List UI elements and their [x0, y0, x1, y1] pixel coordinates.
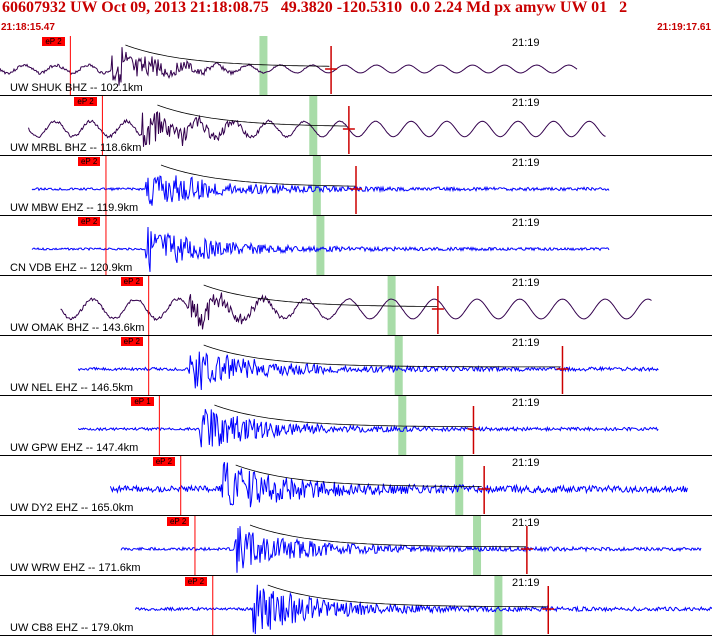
seismic-waveform [109, 462, 688, 508]
event-title: 60607932 UW Oct 09, 2013 21:18:08.75 49.… [2, 0, 628, 16]
station-channel-label: UW MBW EHZ -- 119.9km [10, 202, 139, 214]
minute-time-label: 21:19 [512, 397, 540, 409]
pick-flag[interactable]: eP 2 [77, 217, 101, 226]
coda-decay-curve [235, 464, 482, 487]
trace-plot [0, 336, 712, 396]
minute-time-label: 21:19 [512, 517, 540, 529]
pick-flag[interactable]: eP 2 [166, 517, 190, 526]
coda-decay-curve [203, 284, 438, 307]
trace-row[interactable]: eP 2 21:19 UW CB8 EHZ -- 179.0km [0, 576, 712, 636]
window-start-time: 21:18:15.47 [1, 22, 55, 33]
seismic-waveform [77, 351, 659, 391]
minute-time-label: 21:19 [512, 277, 540, 289]
seismic-waveform [0, 47, 578, 86]
seismic-waveform [77, 408, 659, 448]
seismic-waveform [31, 226, 610, 272]
pick-flag[interactable]: eP 2 [184, 577, 208, 586]
station-channel-label: UW CB8 EHZ -- 179.0km [10, 622, 134, 634]
seismic-waveform [60, 292, 652, 330]
coda-window-band [259, 36, 268, 96]
trace-row[interactable]: eP 2 21:19 UW DY2 EHZ -- 165.0km [0, 456, 712, 516]
coda-decay-curve [214, 404, 473, 428]
coda-window-band [494, 576, 503, 636]
station-channel-label: UW WRW EHZ -- 171.6km [10, 562, 141, 574]
minute-time-label: 21:19 [512, 217, 540, 229]
minute-time-label: 21:19 [512, 577, 540, 589]
trace-plot [0, 36, 712, 96]
trace-plot [0, 276, 712, 336]
trace-row[interactable]: eP 2 21:19 UW NEL EHZ -- 146.5km [0, 336, 712, 396]
seismic-waveform [28, 111, 606, 147]
trace-plot [0, 576, 712, 636]
pick-flag[interactable]: eP 2 [120, 337, 143, 346]
pick-flag[interactable]: eP 1 [131, 397, 154, 406]
station-channel-label: UW SHUK BHZ -- 102.1km [10, 82, 143, 94]
trace-row[interactable]: eP 2 21:19 UW WRW EHZ -- 171.6km [0, 516, 712, 576]
minute-time-label: 21:19 [512, 457, 540, 469]
trace-row[interactable]: eP 2 21:19 UW SHUK BHZ -- 102.1km [0, 36, 712, 96]
coda-decay-curve [267, 584, 547, 608]
trace-panel[interactable]: eP 2 21:19 UW SHUK BHZ -- 102.1km eP 2 21:19… [0, 36, 712, 638]
trace-row[interactable]: eP 1 21:19 UW GPW EHZ -- 147.4km [0, 396, 712, 456]
station-channel-label: UW MRBL BHZ -- 118.6km [10, 142, 142, 154]
station-channel-label: UW NEL EHZ -- 146.5km [10, 382, 134, 394]
trace-plot [0, 156, 712, 216]
record-header: 60607932 UW Oct 09, 2013 21:18:08.75 49.… [0, 0, 712, 36]
trace-plot [0, 396, 712, 456]
minute-time-label: 21:19 [512, 37, 540, 49]
minute-time-label: 21:19 [512, 337, 540, 349]
pick-flag[interactable]: eP 2 [77, 157, 101, 166]
trace-plot [0, 456, 712, 516]
coda-decay-curve [125, 44, 330, 67]
coda-decay-curve [160, 164, 356, 187]
trace-plot [0, 216, 712, 276]
trace-row[interactable]: eP 2 21:19 UW MBW EHZ -- 119.9km [0, 156, 712, 216]
coda-window-band [312, 156, 321, 216]
pick-flag[interactable]: eP 2 [74, 97, 97, 106]
coda-decay-curve [203, 344, 561, 368]
coda-window-band [309, 96, 318, 156]
station-channel-label: CN VDB EHZ -- 120.9km [10, 262, 133, 274]
pick-flag[interactable]: eP 2 [120, 277, 143, 286]
pick-flag[interactable]: eP 2 [152, 457, 176, 466]
seismic-waveform [31, 175, 610, 206]
minute-time-label: 21:19 [512, 97, 540, 109]
station-channel-label: UW OMAK BHZ -- 143.6km [10, 322, 145, 334]
coda-decay-curve [157, 104, 347, 127]
pick-flag[interactable]: eP 2 [42, 37, 65, 46]
coda-window-band [316, 216, 325, 276]
trace-row[interactable]: eP 2 21:19 CN VDB EHZ -- 120.9km [0, 216, 712, 276]
trace-plot [0, 96, 712, 156]
seismic-waveform [120, 526, 702, 573]
window-end-time: 21:19:17.61 [657, 22, 711, 33]
trace-row[interactable]: eP 2 21:19 UW MRBL BHZ -- 118.6km [0, 96, 712, 156]
coda-window-band [473, 516, 482, 576]
trace-plot [0, 516, 712, 576]
coda-decay-curve [249, 524, 526, 548]
trace-row[interactable]: eP 2 21:19 UW OMAK BHZ -- 143.6km [0, 276, 712, 336]
station-channel-label: UW DY2 EHZ -- 165.0km [10, 502, 134, 514]
station-channel-label: UW GPW EHZ -- 147.4km [10, 442, 139, 454]
minute-time-label: 21:19 [512, 157, 540, 169]
seismic-waveform [134, 584, 712, 635]
